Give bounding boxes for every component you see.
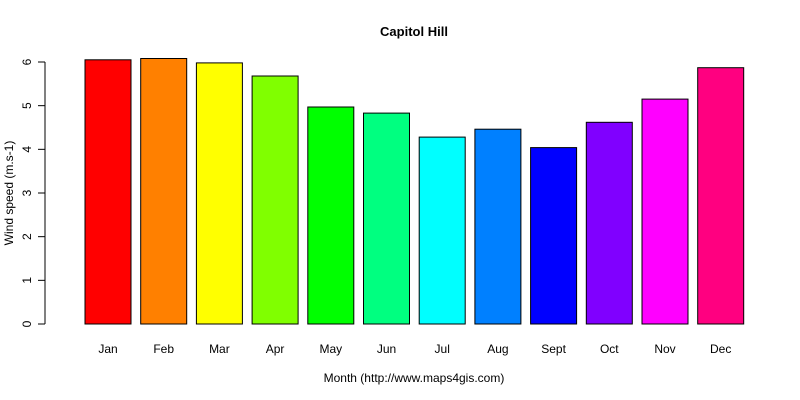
x-tick-label: Jul — [435, 342, 450, 356]
x-tick-label: Jun — [377, 342, 396, 356]
x-tick-label: Nov — [654, 342, 675, 356]
chart-title: Capitol Hill — [380, 24, 448, 39]
y-tick-label: 5 — [20, 102, 34, 109]
y-tick-label: 4 — [20, 146, 34, 153]
y-tick-label: 0 — [20, 320, 34, 327]
x-axis-label: Month (http://www.maps4gis.com) — [324, 371, 505, 385]
bar-may — [307, 106, 355, 325]
x-tick-label: Oct — [600, 342, 619, 356]
x-tick-labels: Jan Feb Mar Apr May Jun Jul Aug Sept Oct Nov Dec — [98, 342, 731, 356]
bar-jan — [84, 59, 132, 325]
y-axis: 0 1 2 3 4 5 6 — [20, 58, 46, 327]
x-tick-label: Mar — [209, 342, 230, 356]
x-tick-label: Dec — [710, 342, 731, 356]
x-tick-label: Jan — [98, 342, 117, 356]
y-tick-label: 6 — [20, 58, 34, 65]
bar-nov — [641, 98, 689, 325]
bar-jun — [363, 112, 410, 325]
y-tick-label: 3 — [20, 189, 34, 196]
y-tick-label: 1 — [20, 277, 34, 284]
x-tick-label: Apr — [266, 342, 285, 356]
bar-apr — [251, 75, 299, 325]
bar-mar — [195, 62, 243, 325]
x-tick-label: Feb — [153, 342, 174, 356]
bar-oct — [585, 121, 633, 325]
y-tick-label: 2 — [20, 233, 34, 240]
y-axis-label: Wind speed (m.s-1) — [2, 141, 16, 246]
x-tick-label: Aug — [487, 342, 508, 356]
bar-dec — [697, 67, 745, 325]
bars-group — [84, 58, 745, 325]
bar-aug — [474, 128, 522, 325]
bar-jul — [418, 136, 466, 325]
bar-feb — [140, 58, 188, 325]
x-tick-label: May — [319, 342, 342, 356]
bar-sept — [530, 147, 578, 325]
x-tick-label: Sept — [541, 342, 566, 356]
